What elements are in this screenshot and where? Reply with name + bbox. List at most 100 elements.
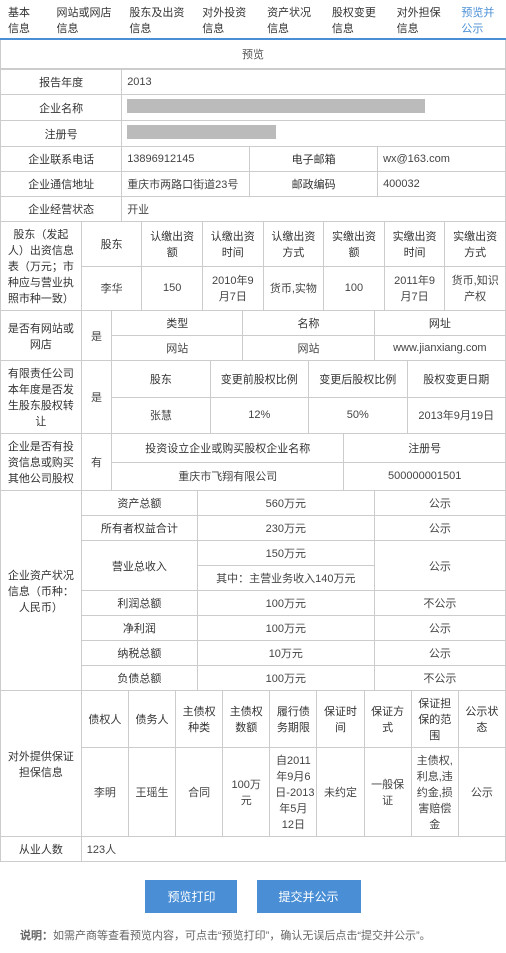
inv-r3: 货币,实物 [263, 266, 324, 311]
asset-value: 100万元 [197, 616, 374, 641]
gua-h8: 公示状态 [458, 691, 505, 748]
asset-value: 150万元 [197, 541, 374, 566]
tab-outinvest[interactable]: 对外投资信息 [198, 0, 255, 38]
regno-value [122, 121, 506, 147]
site-h1: 名称 [243, 311, 374, 336]
inv-r5: 2011年9月7日 [384, 266, 445, 311]
inv-h2: 认缴出资时间 [202, 222, 263, 267]
status-value: 开业 [122, 197, 506, 222]
inv-row-label: 股东（发起人）出资信息表（万元；市种应与营业执照市种一致） [1, 222, 82, 311]
inv-r0: 李华 [81, 266, 142, 311]
outinv-flag: 有 [81, 434, 111, 491]
inv-r6: 货币,知识产权 [445, 266, 506, 311]
eq-h0: 股东 [112, 361, 210, 398]
asset-row-label: 企业资产状况信息（币种：人民币） [1, 491, 82, 691]
gua-r1: 王瑶生 [128, 748, 175, 837]
asset-key: 所有者权益合计 [81, 516, 197, 541]
gua-r3: 100万元 [223, 748, 270, 837]
phone-label: 企业联系电话 [1, 147, 122, 172]
preview-print-button[interactable]: 预览打印 [145, 880, 237, 913]
preview-title: 预览 [0, 40, 506, 69]
year-value: 2013 [122, 70, 506, 95]
gua-h1: 债务人 [128, 691, 175, 748]
gua-r7: 主债权,利息,违约金,损害赔偿金 [411, 748, 458, 837]
tab-equity[interactable]: 股权变更信息 [328, 0, 385, 38]
asset-key: 营业总收入 [81, 541, 197, 591]
outinv-r1: 500000001501 [344, 462, 506, 491]
site-r0: 网站 [112, 336, 243, 361]
inv-h3: 认缴出资方式 [263, 222, 324, 267]
gua-r5: 未约定 [317, 748, 364, 837]
asset-value: 100万元 [197, 591, 374, 616]
inv-h0: 股东 [81, 222, 142, 267]
emp-label: 从业人数 [1, 837, 82, 862]
site-h2: 网址 [374, 311, 505, 336]
inv-h4: 实缴出资额 [324, 222, 385, 267]
inv-h6: 实缴出资方式 [445, 222, 506, 267]
site-table: 是否有网站或网店 是 类型 名称 网址 网站 网站 www.jianxiang.… [0, 310, 506, 361]
tab-shareholder[interactable]: 股东及出资信息 [125, 0, 190, 38]
gua-h4: 履行债务期限 [270, 691, 317, 748]
site-h0: 类型 [112, 311, 243, 336]
name-value [122, 95, 506, 121]
asset-key: 利润总额 [81, 591, 197, 616]
investor-table: 股东（发起人）出资信息表（万元；市种应与营业执照市种一致） 股东 认缴出资额 认… [0, 221, 506, 311]
gua-r8: 公示 [458, 748, 505, 837]
note: 说明：如需产商等查看预览内容，可点击“预览打印”，确认无误后点击“提交并公示”。 [0, 923, 506, 953]
asset-key: 负债总额 [81, 666, 197, 691]
zip-label: 邮政编码 [250, 172, 378, 197]
eq-h2: 变更后股权比例 [309, 361, 407, 398]
tab-preview[interactable]: 预览并公示 [457, 0, 506, 40]
tab-guarantee[interactable]: 对外担保信息 [393, 0, 450, 38]
note-text: 如需产商等查看预览内容，可点击“预览打印”，确认无误后点击“提交并公示”。 [53, 930, 431, 942]
eq-h3: 股权变更日期 [407, 361, 506, 398]
note-label: 说明： [20, 930, 53, 942]
year-label: 报告年度 [1, 70, 122, 95]
site-flag: 是 [81, 311, 111, 361]
gua-h5: 保证时间 [317, 691, 364, 748]
gua-r4: 自2011年9月6日-2013年5月12日 [270, 748, 317, 837]
gua-r0: 李明 [81, 748, 128, 837]
outinv-r0: 重庆市飞翔有限公司 [112, 462, 344, 491]
gua-h2: 主债权种类 [176, 691, 223, 748]
employee-table: 从业人数 123人 [0, 836, 506, 862]
status-label: 企业经营状态 [1, 197, 122, 222]
asset-table: 企业资产状况信息（币种：人民币）资产总额560万元公示所有者权益合计230万元公… [0, 490, 506, 691]
submit-publish-button[interactable]: 提交并公示 [257, 880, 361, 913]
gua-row-label: 对外提供保证担保信息 [1, 691, 82, 837]
inv-r2: 2010年9月7日 [202, 266, 263, 311]
gua-r6: 一般保证 [364, 748, 411, 837]
inv-r4: 100 [324, 266, 385, 311]
email-label: 电子邮箱 [250, 147, 378, 172]
tab-bar: 基本信息 网站或网店信息 股东及出资信息 对外投资信息 资产状况信息 股权变更信… [0, 0, 506, 40]
asset-child: 其中：主营业务收入140万元 [197, 566, 374, 591]
regno-label: 注册号 [1, 121, 122, 147]
addr-label: 企业通信地址 [1, 172, 122, 197]
site-row-label: 是否有网站或网店 [1, 311, 82, 361]
asset-value: 10万元 [197, 641, 374, 666]
asset-publish: 公示 [374, 491, 505, 516]
eq-r0: 张慧 [112, 397, 210, 434]
tab-basic[interactable]: 基本信息 [4, 0, 45, 38]
asset-publish: 不公示 [374, 591, 505, 616]
asset-publish: 公示 [374, 616, 505, 641]
asset-value: 100万元 [197, 666, 374, 691]
gua-r2: 合同 [176, 748, 223, 837]
gua-h0: 债权人 [81, 691, 128, 748]
equity-table: 有限责任公司本年度是否发生股东股权转让 是 股东 变更前股权比例 变更后股权比例… [0, 360, 506, 434]
redacted-block [127, 99, 425, 113]
addr-value: 重庆市两路口街道23号 [122, 172, 250, 197]
asset-publish: 公示 [374, 541, 505, 591]
guarantee-table: 对外提供保证担保信息 债权人 债务人 主债权种类 主债权数额 履行债务期限 保证… [0, 690, 506, 837]
tab-site[interactable]: 网站或网店信息 [53, 0, 118, 38]
tab-asset[interactable]: 资产状况信息 [263, 0, 320, 38]
gua-h6: 保证方式 [364, 691, 411, 748]
redacted-block [127, 125, 276, 139]
emp-value: 123人 [81, 837, 505, 862]
eq-r1: 12% [210, 397, 308, 434]
inv-h1: 认缴出资额 [142, 222, 203, 267]
outinv-h1: 注册号 [344, 434, 506, 463]
outinv-row-label: 企业是否有投资信息或购买其他公司股权 [1, 434, 82, 491]
phone-value: 13896912145 [122, 147, 250, 172]
site-r1: 网站 [243, 336, 374, 361]
